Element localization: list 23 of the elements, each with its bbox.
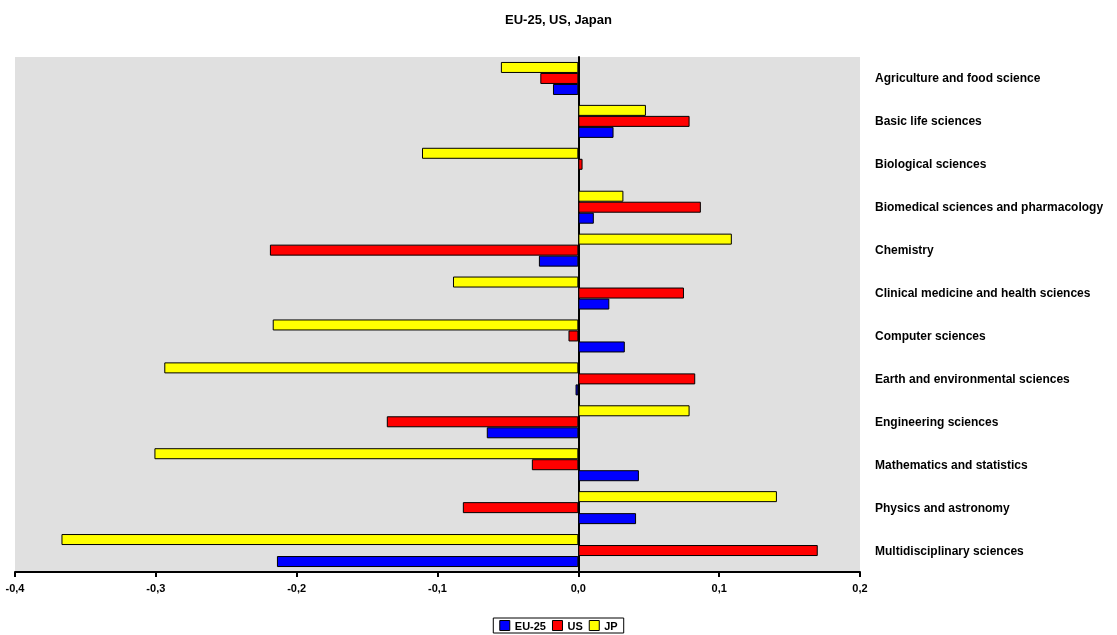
y-tick-label: Earth and environmental sciences xyxy=(875,371,1071,386)
y-tick-label: Basic life sciences xyxy=(875,114,983,129)
x-tick-label: -0,2 xyxy=(287,581,307,594)
x-tick-label: -0,1 xyxy=(428,581,447,594)
chart-title: EU-25, US, Japan xyxy=(505,12,613,27)
y-tick-label: Biomedical sciences and pharmacology xyxy=(875,200,1104,215)
y-tick-label: Biological sciences xyxy=(875,157,987,172)
legend-label: US xyxy=(567,619,583,632)
legend-label: JP xyxy=(604,619,618,632)
x-tick-label: 0,1 xyxy=(711,581,727,594)
y-tick-label: Multidisciplinary sciences xyxy=(875,543,1025,558)
y-tick-label: Engineering sciences xyxy=(875,414,999,429)
y-tick-label: Mathematics and statistics xyxy=(875,457,1029,472)
x-tick-label: 0,0 xyxy=(570,581,586,594)
y-tick-label: Clinical medicine and health sciences xyxy=(875,286,1091,301)
legend-label: EU-25 xyxy=(514,619,546,632)
x-tick-label: 0,2 xyxy=(852,581,868,594)
x-tick-label: -0,4 xyxy=(5,581,26,594)
y-tick-label: Physics and astronomy xyxy=(875,500,1011,515)
y-tick-label: Agriculture and food science xyxy=(875,71,1041,86)
y-tick-label: Chemistry xyxy=(875,243,935,258)
y-tick-label: Computer sciences xyxy=(875,328,987,343)
x-tick-label: -0,3 xyxy=(146,581,166,594)
